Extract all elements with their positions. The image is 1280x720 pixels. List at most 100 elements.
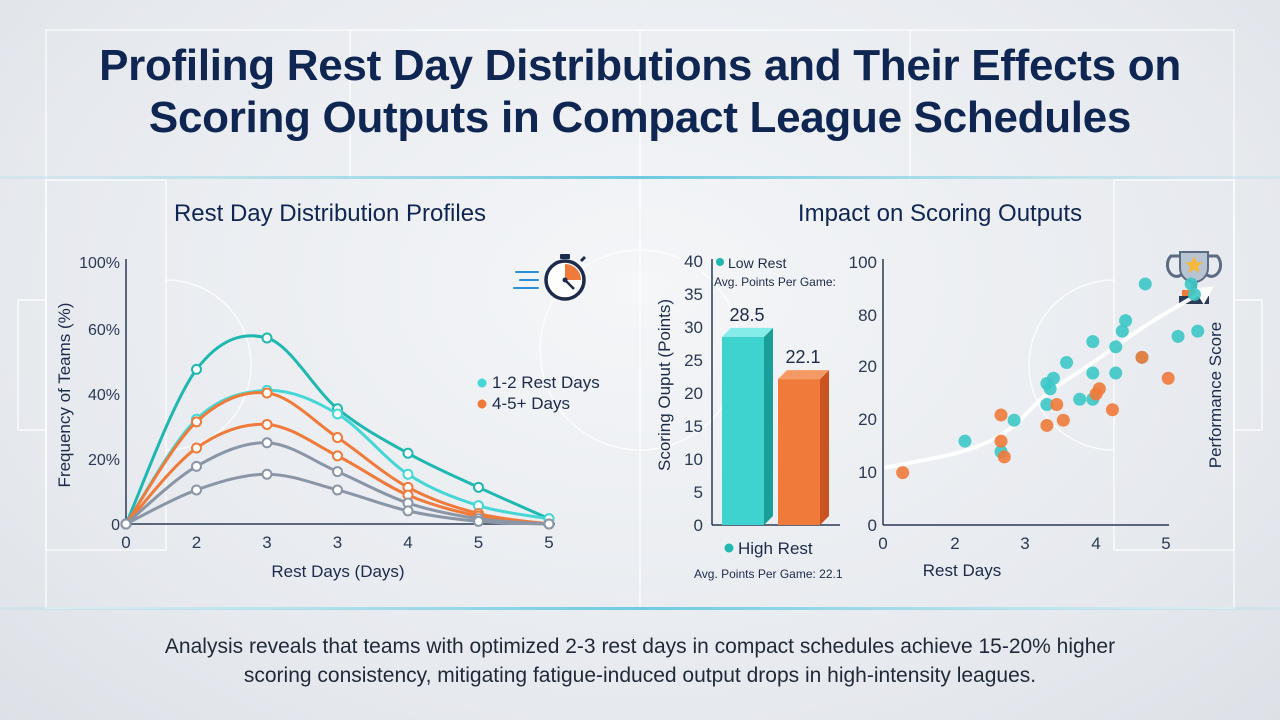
data-point xyxy=(332,450,343,462)
legend-marker xyxy=(724,543,734,553)
scatter-point xyxy=(1184,277,1198,291)
y-tick-label: 40% xyxy=(88,387,120,404)
y-tick-label: 0 xyxy=(111,517,120,534)
y-axis-label: Frequency of Teams (%) xyxy=(55,303,74,488)
y-tick-label: 80 xyxy=(858,306,877,325)
scatter-point xyxy=(997,450,1011,464)
x-tick-label: 3 xyxy=(262,533,271,552)
y-tick-label: 20 xyxy=(858,357,877,376)
scoring-output-bar-chart: 0 5 10 15 20 25 30 35 40 Scoring Ouput (Points) 28… xyxy=(655,252,843,581)
scatter-point xyxy=(994,434,1008,448)
footer-line-1: Analysis reveals that teams with optimiz… xyxy=(164,635,1116,658)
scatter-point xyxy=(1191,324,1205,338)
y-tick-label: 0 xyxy=(694,516,703,535)
y-tick-label: 0 xyxy=(868,516,877,535)
x-tick-label: 5 xyxy=(1161,534,1170,553)
legend-marker xyxy=(477,399,487,409)
scatter-point xyxy=(1161,371,1175,385)
footer-line-2: scoring consistency, mitigating fatigue-… xyxy=(243,664,1037,687)
scatter-point xyxy=(1040,397,1054,411)
scatter-point xyxy=(1109,366,1123,380)
data-point xyxy=(261,468,273,480)
scatter-point xyxy=(1109,340,1123,354)
data-point xyxy=(191,416,202,428)
y-tick-label: 100 xyxy=(849,253,877,272)
bar xyxy=(722,336,764,525)
performance-scatter-chart: 0 10 20 20 80 100 0 2 3 4 5 Rest Days Performance Sc… xyxy=(849,253,1225,580)
x-tick-label: 4 xyxy=(403,533,412,552)
data-point xyxy=(473,481,484,493)
scatter-point xyxy=(1138,277,1152,291)
x-tick-label: 2 xyxy=(950,534,959,553)
scatter-point xyxy=(1040,418,1054,432)
y-tick-label: 30 xyxy=(684,318,703,337)
data-point xyxy=(402,447,414,459)
data-point xyxy=(261,437,273,449)
scatter-point xyxy=(1046,371,1060,385)
x-tick-label: 2 xyxy=(192,533,201,552)
data-point xyxy=(332,484,343,496)
title-line-2: Scoring Outputs in Compact League Schedu… xyxy=(148,93,1132,142)
scatter-point xyxy=(1050,397,1064,411)
data-point xyxy=(261,387,273,399)
x-tick-label: 4 xyxy=(1091,534,1100,553)
legend-label: High Rest xyxy=(738,539,813,558)
scatter-point xyxy=(1135,350,1149,364)
scatter-point xyxy=(1007,413,1021,427)
y-tick-label: 40 xyxy=(684,252,703,271)
y-tick-label: 20 xyxy=(684,384,703,403)
y-axis-label: Performance Score xyxy=(1206,322,1225,468)
scatter-point xyxy=(958,434,972,448)
data-point xyxy=(332,466,343,478)
data-point xyxy=(191,460,202,472)
legend-sublabel: Avg. Points Per Game: 22.1 xyxy=(694,567,843,581)
bar-value-label: 22.1 xyxy=(785,347,820,367)
bar-top xyxy=(778,370,829,380)
y-tick-label: 20% xyxy=(88,452,120,469)
x-axis-label: Rest Days (Days) xyxy=(271,562,404,581)
bar-value-label: 28.5 xyxy=(729,305,764,325)
data-point xyxy=(191,363,202,375)
bar-top xyxy=(722,327,773,337)
bar-side xyxy=(820,370,829,525)
y-tick-label: 5 xyxy=(694,483,703,502)
y-tick-label: 100% xyxy=(79,255,120,272)
y-tick-label: 60% xyxy=(88,322,120,339)
legend-sublabel: Avg. Points Per Game: xyxy=(714,275,836,289)
x-tick-label: 0 xyxy=(121,533,130,552)
x-tick-label: 3 xyxy=(333,533,342,552)
scatter-point xyxy=(1105,403,1119,417)
y-tick-label: 20 xyxy=(858,410,877,429)
y-axis-label: Scoring Ouput (Points) xyxy=(655,299,674,471)
left-section-title: Rest Day Distribution Profiles xyxy=(173,200,487,227)
scatter-point xyxy=(1073,392,1087,406)
y-tick-label: 10 xyxy=(858,463,877,482)
y-tick-label: 25 xyxy=(684,351,703,370)
scatter-point xyxy=(1115,324,1129,338)
scatter-point xyxy=(1060,356,1074,370)
scatter-point xyxy=(1056,413,1070,427)
data-point xyxy=(261,332,273,344)
scatter-point xyxy=(896,466,910,480)
scatter-point xyxy=(1092,382,1106,396)
stopwatch-icon xyxy=(513,254,587,301)
x-tick-label: 0 xyxy=(878,534,887,553)
top-divider xyxy=(0,176,1280,179)
data-point xyxy=(543,518,555,530)
data-point xyxy=(402,468,414,480)
scatter-point xyxy=(1086,366,1100,380)
scatter-point xyxy=(994,408,1008,422)
data-point xyxy=(261,418,273,430)
scatter-point xyxy=(1119,314,1133,328)
legend-label: 1-2 Rest Days xyxy=(492,373,600,392)
y-tick-label: 10 xyxy=(684,450,703,469)
scatter-point xyxy=(1171,329,1185,343)
data-point xyxy=(473,515,484,527)
x-tick-label: 3 xyxy=(1020,534,1029,553)
data-point xyxy=(191,484,202,496)
data-point xyxy=(120,518,132,530)
bar-side xyxy=(764,327,773,525)
right-section-title: Impact on Scoring Outputs xyxy=(797,200,1083,227)
legend-marker xyxy=(477,378,487,388)
x-axis-label: Rest Days xyxy=(923,561,1001,580)
